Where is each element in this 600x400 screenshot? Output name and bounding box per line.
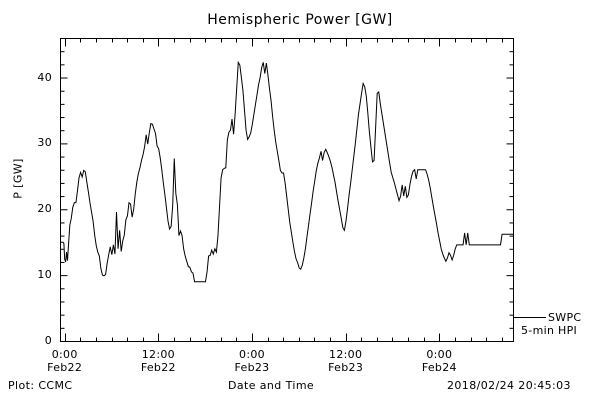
x-tick-date: Feb24 (421, 361, 457, 374)
plot-credit: Plot: CCMC (8, 379, 73, 392)
x-tick-date: Feb22 (47, 361, 83, 374)
x-tick-time: 12:00 (141, 348, 175, 361)
legend-entry-series: 5-min HPI (521, 324, 578, 337)
x-tick-label: 12:00 Feb22 (123, 348, 193, 374)
x-tick-time: 0:00 (239, 348, 265, 361)
x-tick-label: 0:00 Feb22 (30, 348, 100, 374)
x-tick-time: 12:00 (329, 348, 363, 361)
series-line-0 (60, 60, 513, 283)
x-tick-date: Feb23 (234, 361, 270, 374)
y-tick-label: 0 (44, 334, 52, 347)
x-axis-label: Date and Time (228, 379, 315, 392)
page-title: Hemispheric Power [GW] (207, 12, 393, 28)
x-tick-label: 0:00 Feb23 (217, 348, 287, 374)
x-tick-label: 12:00 Feb23 (311, 348, 381, 374)
legend-entry-source: SWPC (548, 311, 582, 324)
y-tick-label: 30 (37, 136, 52, 150)
plot-timestamp: 2018/02/24 20:45:03 (447, 379, 571, 392)
y-tick-label: 10 (37, 268, 52, 282)
x-tick-time: 0:00 (51, 348, 78, 361)
x-tick-label: 0:00 Feb24 (404, 348, 474, 374)
plot-frame (60, 38, 514, 342)
y-tick-label: 40 (37, 70, 52, 84)
y-tick-label: 20 (37, 202, 52, 216)
x-tick-time: 0:00 (426, 348, 453, 361)
x-tick-date: Feb23 (328, 361, 364, 374)
x-tick-date: Feb22 (140, 361, 176, 374)
y-axis-label: P [GW] (11, 158, 25, 199)
